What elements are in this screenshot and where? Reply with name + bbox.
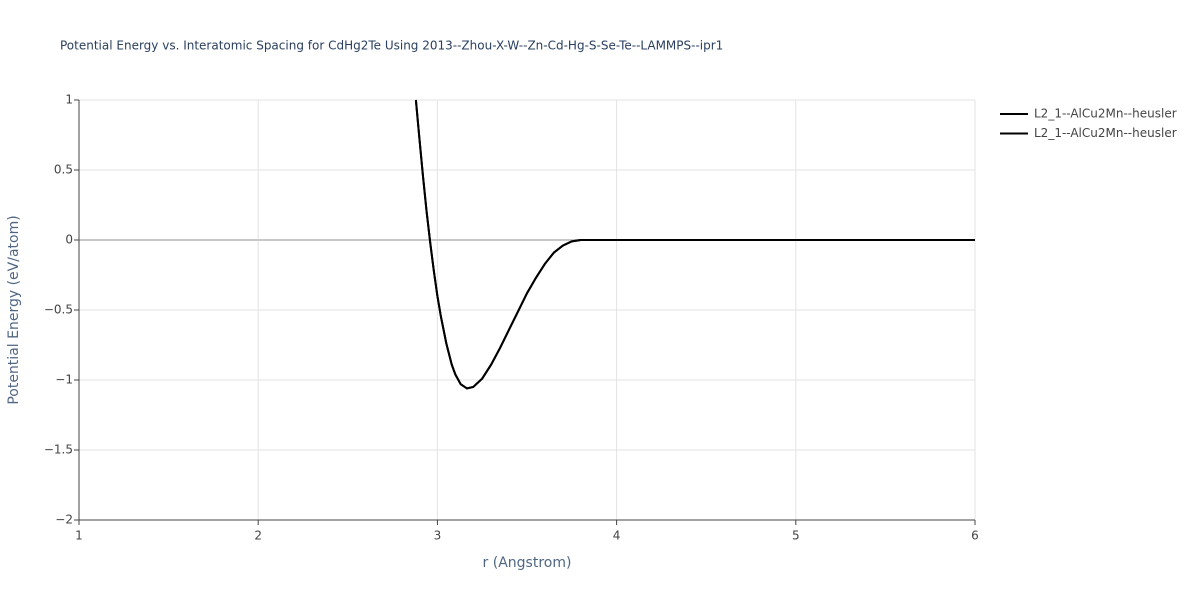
- x-tick-label: 3: [434, 529, 442, 543]
- chart-title: Potential Energy vs. Interatomic Spacing…: [60, 39, 723, 53]
- y-tick-label: −0.5: [44, 303, 73, 317]
- x-tick-label: 2: [254, 529, 262, 543]
- x-tick-label: 5: [792, 529, 800, 543]
- y-tick-label: 0.5: [54, 163, 73, 177]
- y-tick-label: 0: [65, 233, 73, 247]
- y-tick-label: −2: [55, 513, 73, 527]
- y-tick-label: −1.5: [44, 443, 73, 457]
- x-tick-label: 4: [613, 529, 621, 543]
- legend-label: L2_1--AlCu2Mn--heusler: [1034, 107, 1177, 121]
- y-axis-label: Potential Energy (eV/atom): [6, 215, 22, 404]
- y-tick-label: 1: [65, 93, 73, 107]
- y-tick-label: −1: [55, 373, 73, 387]
- line-series: [414, 99, 975, 390]
- x-tick-label: 1: [75, 529, 83, 543]
- x-axis-label: r (Angstrom): [483, 555, 572, 571]
- legend-label: L2_1--AlCu2Mn--heusler: [1034, 126, 1177, 140]
- line-series: [414, 99, 975, 390]
- x-tick-label: 6: [971, 529, 979, 543]
